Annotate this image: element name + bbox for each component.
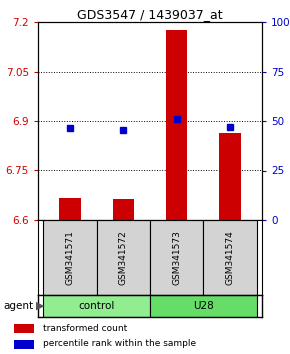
Bar — [150, 220, 203, 295]
Text: GSM341573: GSM341573 — [172, 230, 181, 285]
Bar — [150, 295, 257, 317]
Bar — [59, 198, 81, 220]
Text: ▶: ▶ — [36, 301, 45, 311]
Bar — [14, 340, 35, 348]
Text: control: control — [79, 301, 115, 311]
Bar — [113, 199, 134, 220]
Bar — [203, 220, 257, 295]
Title: GDS3547 / 1439037_at: GDS3547 / 1439037_at — [77, 8, 223, 21]
Text: U28: U28 — [193, 301, 214, 311]
Bar — [97, 220, 150, 295]
Bar — [43, 295, 150, 317]
Bar — [219, 132, 241, 220]
Text: GSM341574: GSM341574 — [226, 230, 235, 285]
Text: GSM341572: GSM341572 — [119, 230, 128, 285]
Text: GSM341571: GSM341571 — [66, 230, 75, 285]
Bar — [43, 220, 97, 295]
Text: transformed count: transformed count — [43, 324, 127, 333]
Text: percentile rank within the sample: percentile rank within the sample — [43, 339, 196, 348]
Text: agent: agent — [3, 301, 33, 311]
Bar — [14, 324, 35, 333]
Bar — [166, 30, 187, 220]
